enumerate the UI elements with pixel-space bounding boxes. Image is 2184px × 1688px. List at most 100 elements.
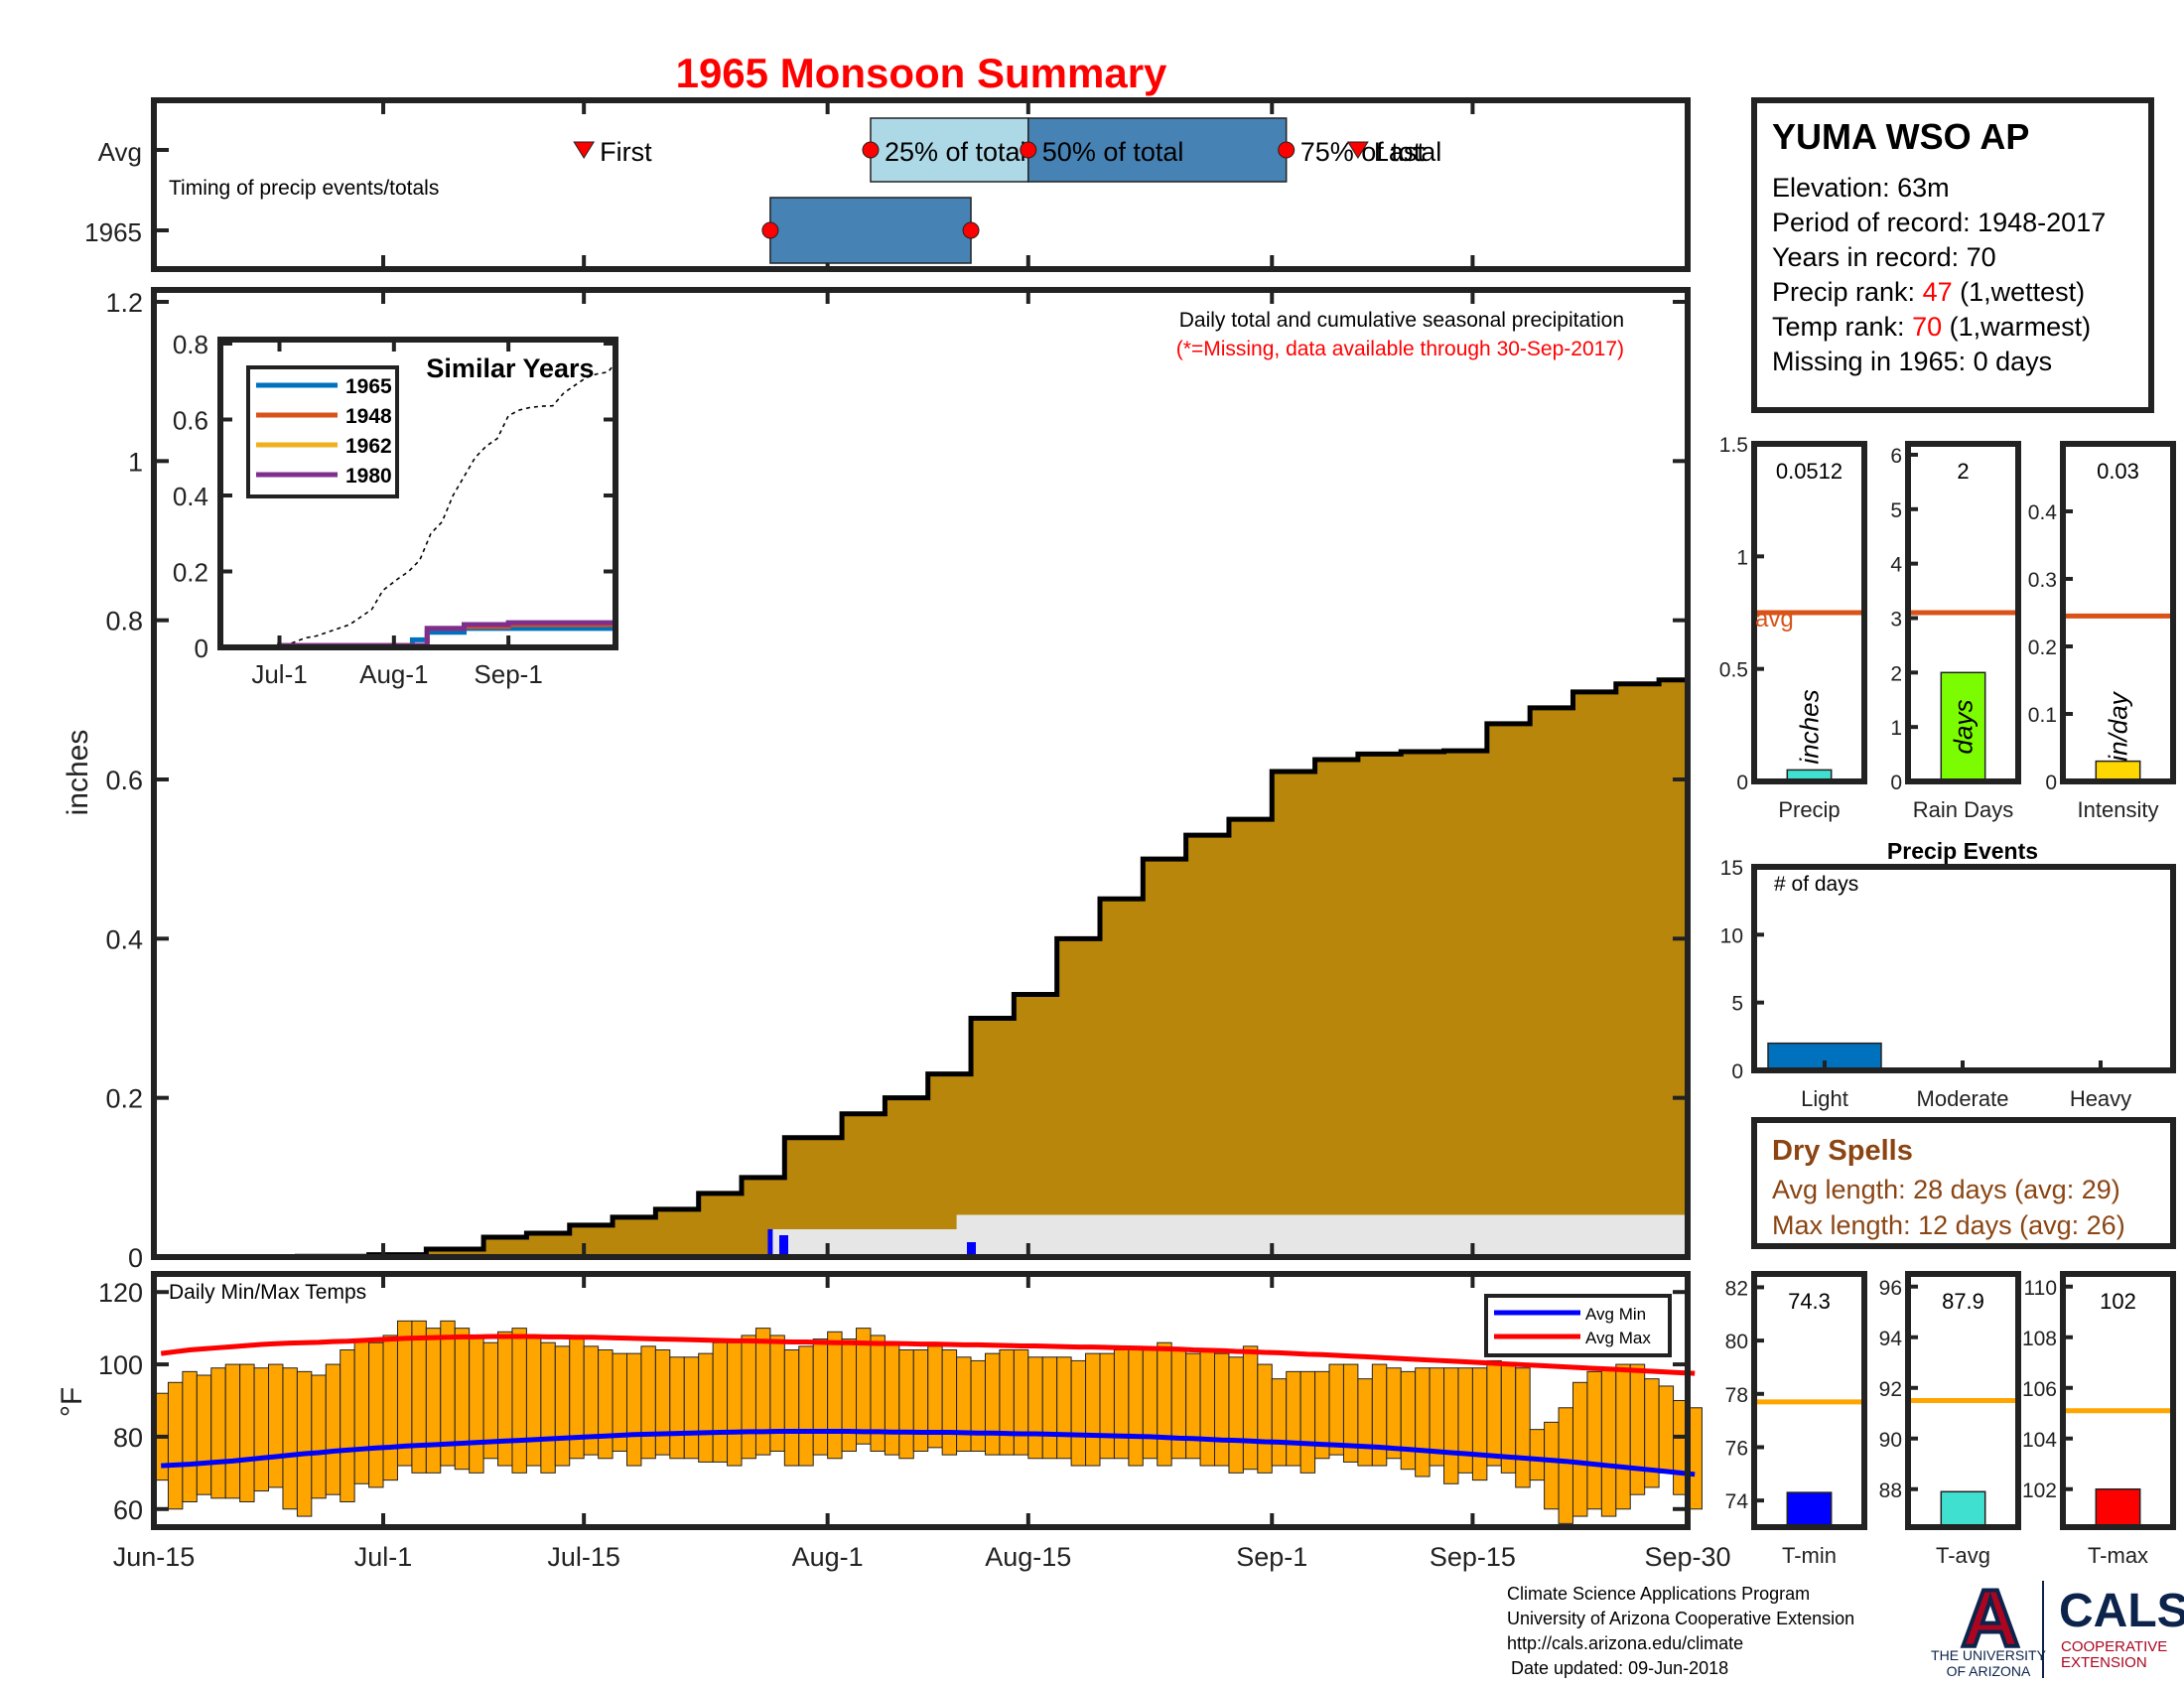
station-years: Years in record: 70	[1772, 242, 1996, 272]
intensity-panel-unit: in/day	[2104, 690, 2133, 761]
dry-spells-avg: Avg length: 28 days (avg: 29)	[1772, 1175, 2120, 1204]
event-bar	[1767, 1042, 1882, 1071]
tavg-panel-value: 87.9	[1942, 1289, 1984, 1314]
daily-temp-bar	[898, 1349, 914, 1460]
event-y-tick-label: 15	[1720, 857, 1743, 880]
precip-panel-mini-tick-label: 1	[1736, 546, 1748, 569]
daily-temp-bar	[841, 1338, 858, 1452]
daily-temp-bar	[1113, 1349, 1130, 1460]
daily-temp-bar	[1544, 1421, 1560, 1510]
intensity-panel-value: 0.03	[2097, 459, 2139, 484]
precip-frame	[151, 287, 1691, 1260]
inset-x-tick-label: Aug-1	[359, 659, 428, 689]
tmax-panel-bar	[2095, 1488, 2141, 1528]
temp-y-axis: 60 80 100 120	[98, 1278, 1688, 1525]
timing-frame	[151, 97, 1691, 272]
tmax-panel: 102 104 106 108 110 102 T-max	[2022, 1271, 2176, 1568]
daily-temp-bar	[1027, 1356, 1043, 1460]
figure-title: 1965 Monsoon Summary	[676, 50, 1167, 96]
daily-temp-bar	[497, 1331, 513, 1467]
daily-temp-bar	[1486, 1359, 1502, 1467]
p75-marker	[1278, 141, 1296, 159]
daily-temp-bar	[1185, 1352, 1201, 1460]
daily-precip-bar	[779, 1235, 788, 1257]
daily-temp-bar	[1386, 1367, 1402, 1460]
precip-rank-label: Precip rank:	[1772, 277, 1923, 307]
last-marker	[1346, 141, 1369, 159]
daily-temp-bar	[984, 1352, 1001, 1456]
daily-temp-bar	[224, 1363, 241, 1499]
daily-temp-bar	[1099, 1352, 1115, 1460]
rain-days-panel: 0 1 2 3 4 5 6 2 Rain Days days	[1890, 441, 2021, 822]
seasonal-bar-panels: 0 0.5 1 1.5 0.0512 Precip inches 0 1 2 3 4 5 6 2 Rain D…	[1719, 434, 2176, 1568]
daily-precip-bar	[967, 1242, 976, 1257]
precip-panel-mini-value: 0.0512	[1776, 459, 1843, 484]
daily-temp-bar	[1299, 1370, 1316, 1474]
daily-temp-bar	[425, 1328, 442, 1474]
daily-temp-bar	[268, 1363, 284, 1488]
daily-temp-bar	[1242, 1345, 1259, 1471]
year-timing-box	[769, 197, 972, 264]
event-category-label: Light	[1801, 1086, 1848, 1111]
timing-avg-label: Avg	[98, 137, 142, 167]
daily-temp-bar	[182, 1370, 198, 1503]
temp-panel: 60 80 100 120 Daily Min/Max Temps °F Avg Mi…	[56, 1271, 1731, 1572]
date-tick-label: Jul-15	[547, 1542, 620, 1572]
daily-temp-bar	[1070, 1359, 1087, 1467]
daily-temp-bar	[1056, 1356, 1072, 1460]
daily-temp-bar	[970, 1359, 986, 1453]
daily-temp-bar	[382, 1335, 398, 1481]
tavg-panel-tick-label: 96	[1879, 1277, 1902, 1300]
inset-legend-label: 1965	[345, 375, 392, 398]
daily-temp-bar	[912, 1349, 929, 1452]
daily-temp-bar	[698, 1352, 714, 1463]
intensity-panel-title: Intensity	[2078, 797, 2159, 822]
inset-y-tick-label: 0.2	[173, 558, 208, 588]
daily-temp-bar	[956, 1356, 972, 1453]
daily-temp-bar	[196, 1374, 212, 1495]
precip-panel-mini-tick-label: 0.5	[1719, 659, 1748, 682]
year-precip-base	[769, 1214, 1688, 1257]
daily-temp-bar	[368, 1341, 384, 1488]
missing-note: (*=Missing, data available through 30-Se…	[1176, 338, 1624, 360]
daily-temp-bar	[340, 1349, 355, 1502]
precip-y-tick-label: 0	[128, 1243, 143, 1273]
daily-temp-bar	[1571, 1381, 1588, 1517]
footer-line-1: Climate Science Applications Program	[1507, 1584, 1810, 1604]
daily-temp-bar	[941, 1349, 958, 1456]
inset-legend-label: 1980	[345, 465, 392, 488]
inset-title: Similar Years	[426, 353, 594, 383]
temp-legend	[1484, 1294, 1672, 1357]
legend-avg-min: Avg Min	[1585, 1305, 1646, 1324]
similar-years-inset: 0 0.2 0.4 0.6 0.8 Jul-1 Aug-1 Sep-1 Similar Yea…	[173, 330, 618, 689]
tmin-panel-tick-label: 82	[1725, 1277, 1748, 1300]
daily-temp-bar	[1257, 1363, 1273, 1474]
temp-rank-value: 70	[1912, 312, 1942, 342]
daily-temp-bar	[1228, 1356, 1244, 1474]
tmax-panel-tick-label: 110	[2024, 1277, 2057, 1300]
daily-temp-bar	[525, 1335, 542, 1467]
daily-temp-bar	[884, 1341, 900, 1456]
inset-y-tick-label: 0.4	[173, 482, 208, 511]
precip-y-tick-label: 0.6	[105, 766, 143, 795]
date-tick-label: Jul-1	[354, 1542, 413, 1572]
tmin-panel-frame	[1751, 1271, 1867, 1530]
event-y-tick-label: 5	[1731, 993, 1743, 1016]
rain-days-panel-value: 2	[1957, 459, 1969, 484]
temp-y-tick-label: 120	[98, 1278, 143, 1308]
timing-ticks	[381, 100, 1475, 269]
daily-temp-bar	[239, 1363, 255, 1502]
intensity-panel-bar	[2095, 760, 2141, 782]
daily-temp-bar	[469, 1335, 484, 1474]
p75-label: 75% of total	[1300, 137, 1442, 167]
intensity-panel-tick-label: 0.3	[2028, 569, 2057, 592]
precip-events-panel: Precip Events Light Moderate Heavy 0 5 10 15 #…	[1720, 838, 2176, 1111]
rain-days-panel-bar	[1940, 671, 1986, 782]
event-category-label: Heavy	[2070, 1086, 2131, 1111]
daily-temp-bar	[1157, 1341, 1172, 1467]
tmin-panel-title: T-min	[1782, 1543, 1837, 1568]
precip-y-tick-label: 0.4	[105, 924, 143, 954]
date-tick-label: Aug-1	[792, 1542, 864, 1572]
daily-temp-bar	[1357, 1378, 1373, 1467]
